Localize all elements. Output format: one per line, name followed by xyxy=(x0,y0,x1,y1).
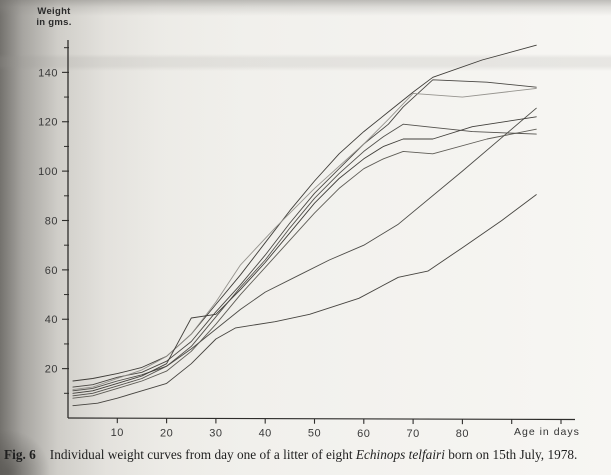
x-tick-label: 80 xyxy=(456,428,469,440)
y-tick-label: 140 xyxy=(38,67,58,79)
x-tick-label: 20 xyxy=(160,427,173,439)
weight-growth-chart: 20 40 60 80 100 120 140 10 20 30 40 50 60 70 80 xyxy=(38,40,576,440)
y-tick-label: 100 xyxy=(38,166,58,178)
x-axis-title: Age in days xyxy=(514,426,580,438)
x-tick-label: 30 xyxy=(209,427,222,439)
y-tick-label: 60 xyxy=(45,265,58,277)
caption-text-after: born on 15th July, 1978. xyxy=(444,447,578,462)
species-name: Echinops telfairi xyxy=(355,447,445,462)
figure-caption: Fig. 6 Individual weight curves from day … xyxy=(4,447,608,463)
caption-text-before: Individual weight curves from day one of… xyxy=(49,447,356,462)
y-axis-title-line2: in gms. xyxy=(36,17,72,28)
y-tick-label: 40 xyxy=(45,314,58,326)
x-axis-line xyxy=(67,417,576,421)
x-tick-label: 10 xyxy=(111,427,124,439)
weight-curve-pup-8 xyxy=(72,194,537,407)
y-axis-title: Weight in gms. xyxy=(30,6,78,28)
y-tick-label: 80 xyxy=(45,215,58,227)
figure-number: Fig. 6 xyxy=(4,447,36,462)
weight-curve-pup-4 xyxy=(72,107,537,392)
x-tick-label: 40 xyxy=(259,428,272,440)
weight-curve-pup-1 xyxy=(72,44,537,382)
y-axis-title-line1: Weight xyxy=(37,6,71,17)
weight-curve-pup-3 xyxy=(72,87,537,391)
y-tick-label: 20 xyxy=(45,364,58,376)
x-tick-label: 60 xyxy=(357,428,370,440)
weight-curve-pup-6 xyxy=(72,123,537,397)
x-tick-label: 50 xyxy=(308,428,321,440)
y-tick-label: 120 xyxy=(38,117,58,129)
weight-curve-pup-2 xyxy=(72,79,537,388)
weight-curve-pup-7 xyxy=(72,128,537,399)
x-tick-label: 70 xyxy=(406,428,419,440)
weight-curve-pup-5 xyxy=(72,116,537,394)
